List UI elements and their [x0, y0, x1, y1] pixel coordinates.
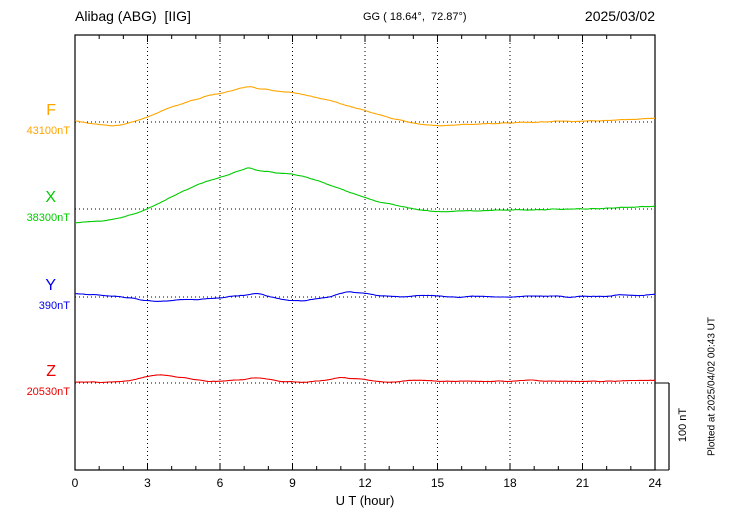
trace-F	[75, 86, 655, 127]
plotted-at-note: Plotted at 2025/04/02 00:43 UT	[706, 317, 718, 456]
plot-border	[74, 34, 656, 471]
trace-Z	[75, 374, 656, 384]
x-tick-label: 3	[144, 476, 151, 490]
x-tick-label: 12	[358, 476, 372, 490]
x-tick-label: 24	[648, 476, 662, 490]
series-baseline-value-F: 43100nT	[26, 125, 70, 137]
x-tick-label: 6	[216, 476, 224, 490]
series-label-Y: Y	[45, 277, 56, 294]
x-axis-label: U T (hour)	[335, 493, 395, 508]
trace-X	[74, 167, 655, 224]
plot-date: 2025/03/02	[584, 8, 655, 24]
series-baseline-value-Z: 20530nT	[26, 386, 70, 398]
series-label-Z: Z	[46, 363, 56, 380]
x-tick-label: 18	[503, 476, 517, 490]
trace-Y	[75, 291, 655, 302]
x-tick-label: 0	[71, 476, 79, 490]
series-label-X: X	[45, 189, 56, 206]
series-baseline-value-X: 38300nT	[26, 212, 70, 224]
series-label-F: F	[46, 102, 56, 119]
geographic-coords: GG ( 18.64°, 72.87°)	[363, 11, 467, 23]
series-baseline-value-Y: 390nT	[38, 300, 70, 312]
scale-bar-label: 100 nT	[677, 407, 689, 443]
x-tick-label: 9	[289, 476, 296, 490]
x-tick-label: 15	[430, 476, 445, 490]
x-tick-label: 21	[575, 476, 590, 490]
station-title: Alibag (ABG) [IIG]	[75, 8, 191, 24]
